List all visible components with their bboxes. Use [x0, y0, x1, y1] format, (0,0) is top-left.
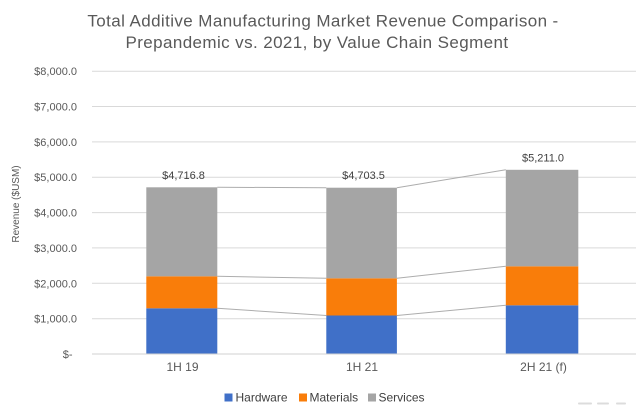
svg-text:Materials: Materials: [310, 391, 359, 405]
svg-text:Services: Services: [379, 391, 425, 405]
svg-text:$5,211.0: $5,211.0: [522, 152, 564, 164]
svg-text:$6,000.0: $6,000.0: [34, 137, 77, 149]
svg-text:Total Additive Manufacturing M: Total Additive Manufacturing Market Reve…: [87, 12, 558, 31]
svg-text:$1,000.0: $1,000.0: [34, 314, 77, 326]
svg-text:Hardware: Hardware: [236, 391, 288, 405]
svg-text:1H 21: 1H 21: [346, 360, 378, 374]
svg-text:$-: $-: [63, 349, 73, 361]
svg-text:$8,000.0: $8,000.0: [34, 66, 77, 78]
svg-text:$3,000.0: $3,000.0: [34, 243, 77, 255]
svg-text:$4,716.8: $4,716.8: [162, 170, 205, 182]
svg-text:1H 19: 1H 19: [166, 360, 198, 374]
svg-text:2H 21 (f): 2H 21 (f): [520, 360, 567, 374]
svg-text:$7,000.0: $7,000.0: [34, 102, 77, 114]
svg-text:Prepandemic vs. 2021, by Value: Prepandemic vs. 2021, by Value Chain Seg…: [125, 33, 508, 52]
svg-text:$2,000.0: $2,000.0: [34, 278, 77, 290]
svg-text:Revenue ($USM): Revenue ($USM): [11, 165, 22, 242]
svg-text:$5,000.0: $5,000.0: [34, 172, 77, 184]
svg-text:$4,703.5: $4,703.5: [342, 170, 385, 182]
svg-text:$4,000.0: $4,000.0: [34, 208, 77, 220]
